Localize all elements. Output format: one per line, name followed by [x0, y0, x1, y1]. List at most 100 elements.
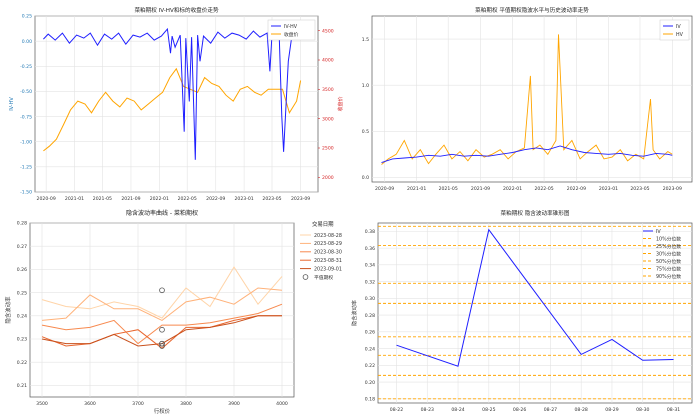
x-tick-label: 2022-09 [567, 186, 586, 192]
legend-atm-marker [302, 274, 309, 280]
y-tick-label: 0.26 [365, 330, 375, 336]
y-tick-label: 0.28 [365, 313, 375, 319]
y-tick-label: 0.36 [365, 246, 375, 252]
x-tick-label: 08-26 [513, 407, 526, 413]
legend-label: IV-HV [284, 24, 298, 30]
x-tick-label: 2023-05 [630, 186, 649, 192]
atm-marker [159, 326, 165, 333]
x-tick-label: 2020-09 [37, 196, 56, 202]
atm-marker [159, 340, 165, 347]
y-tick-label: 0.23 [17, 337, 27, 343]
x-tick-label: 08-25 [482, 407, 495, 413]
x-tick-label: 2021-01 [407, 186, 426, 192]
legend-label: 50%分位数 [656, 258, 681, 265]
series-line-close [43, 67, 302, 152]
panel-iv-hv: 2020-09 2021-01 2021-05 2021-09 2022-01 2022-… [9, 6, 344, 202]
y-tick-label: -0.50 [20, 89, 32, 95]
y-tick-label: 0.21 [17, 383, 27, 389]
y-tick-label: 0.34 [365, 263, 375, 269]
x-tick-label: 2023-01 [599, 186, 618, 192]
x-tick-label: 4000 [276, 401, 288, 407]
y-tick-label: -1.25 [20, 165, 32, 171]
x-tick-label: 2021-01 [65, 196, 84, 202]
x-tick-label: 08-28 [574, 407, 587, 413]
y-tick-label: 0.18 [365, 397, 375, 403]
atm-marker [159, 343, 165, 349]
y-tick-label: 0.0 [362, 175, 369, 181]
legend-label: 2023-08-29 [314, 241, 342, 247]
legend-box [267, 19, 316, 41]
y-tick-label: 0.25 [22, 14, 32, 20]
x-tick-label: 2021-05 [439, 186, 458, 192]
x-tick-label: 2020-09 [375, 186, 394, 192]
x-tick-label: 3600 [84, 401, 96, 407]
panel-iv-smile: 3500 3600 3700 3800 3900 4000 0.21 0.22 0.23 0.24… [4, 209, 342, 415]
x-tick-label: 2023-01 [235, 196, 254, 202]
x-tick-label: 3500 [36, 401, 48, 407]
series-line-2023-08-30 [41, 303, 283, 345]
x-tick-label: 2022-05 [178, 196, 197, 202]
y2-tick-label: 4500 [322, 28, 334, 34]
chart-title: 菜粕期权 平值期权隐波水平与历史波动率走势 [475, 6, 589, 14]
x-tick-label: 08-22 [390, 407, 403, 413]
legend-title: 交易日期 [312, 220, 334, 228]
y-axis-label: 隐含波动率 [350, 300, 358, 326]
legend-label: 2023-08-31 [314, 258, 342, 264]
x-tick-label: 2023-09 [663, 186, 682, 192]
panel-iv-vs-hv: 2020-09 2021-01 2021-05 2021-09 2022-01 2022-… [362, 6, 693, 192]
y-tick-label: 0.25 [17, 290, 27, 296]
y2-tick-label: 2500 [322, 146, 334, 152]
y-tick-label: -0.75 [20, 114, 32, 120]
legend-label: 75%分位数 [656, 265, 681, 272]
legend-label: 90%分位数 [656, 273, 681, 280]
panel-iv-cone: 08-22 08-23 08-24 08-25 08-26 08-27 08-28 08-29… [350, 209, 693, 413]
y2-tick-label: 2000 [322, 175, 334, 181]
y-tick-label: -1.00 [20, 139, 32, 145]
y-tick-label: 1.5 [362, 37, 369, 43]
x-tick-label: 08-24 [451, 407, 464, 413]
x-tick-label: 2022-05 [534, 186, 553, 192]
x-tick-label: 2021-05 [93, 196, 112, 202]
y-tick-label: 0.22 [17, 360, 27, 366]
x-tick-label: 3800 [180, 401, 192, 407]
series-line-iv [396, 228, 674, 367]
plot-frame [34, 15, 319, 193]
x-axis-label: 行权价 [154, 407, 171, 415]
series-line-iv-hv [43, 27, 301, 160]
plot-frame [29, 222, 295, 398]
legend-label: 平值期权 [314, 274, 333, 281]
legend-label: 30%分位数 [656, 250, 681, 257]
y-tick-label: 0.20 [365, 380, 375, 386]
y-tick-label: -1.50 [20, 190, 32, 196]
x-tick-label: 08-30 [636, 407, 649, 413]
y-tick-label: 0.00 [22, 39, 32, 45]
y-tick-label: 0.32 [365, 279, 375, 285]
y-tick-label: -0.25 [20, 64, 32, 70]
x-tick-label: 08-27 [544, 407, 557, 413]
legend-box [659, 19, 690, 41]
x-tick-label: 2022-01 [503, 186, 522, 192]
y-tick-label: 0.28 [17, 221, 27, 227]
plot-frame [371, 15, 693, 183]
y-tick-label: 0.38 [365, 229, 375, 235]
legend-label: IV [676, 24, 681, 30]
x-tick-label: 2022-09 [206, 196, 225, 202]
x-tick-label: 2023-09 [291, 196, 310, 202]
y-tick-label: 0.22 [365, 363, 375, 369]
y2-tick-label: 3500 [322, 87, 334, 93]
plot-frame [377, 222, 693, 404]
y2-axis-label: 收盘价 [337, 96, 344, 111]
y-tick-label: 0.5 [362, 129, 369, 135]
y-tick-label: 0.24 [365, 346, 375, 352]
legend-label: 25%分位数 [656, 243, 681, 250]
x-tick-label: 2022-01 [150, 196, 169, 202]
legend-label: IV [656, 229, 661, 235]
atm-marker [159, 287, 165, 294]
legend-label: 10%分位数 [656, 235, 681, 242]
legend-label: 2023-08-30 [314, 250, 342, 256]
x-tick-label: 08-23 [421, 407, 434, 413]
x-tick-label: 2021-09 [471, 186, 490, 192]
series-line-2023-08-29 [41, 287, 283, 321]
legend-label: 收盘价 [284, 31, 299, 38]
y-tick-label: 1.0 [362, 83, 369, 89]
